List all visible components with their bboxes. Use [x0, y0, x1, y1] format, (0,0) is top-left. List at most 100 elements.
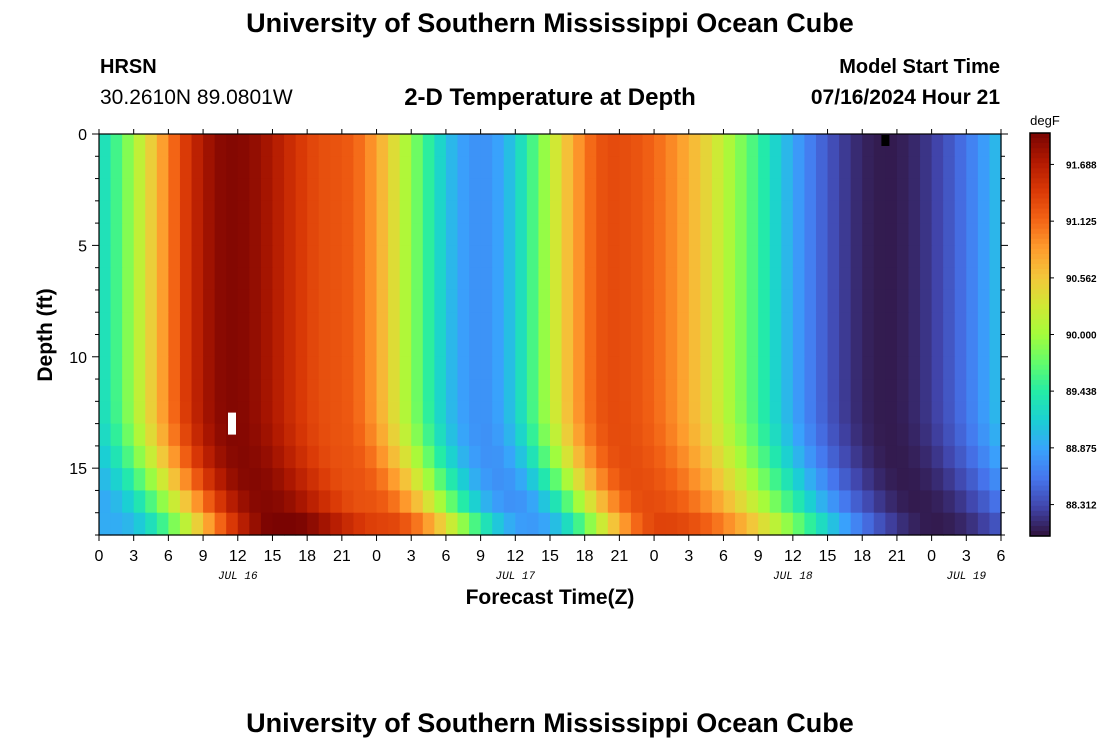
heatmap-cell: [480, 178, 493, 202]
heatmap-cell: [735, 334, 748, 358]
heatmap-cell: [711, 178, 725, 202]
heatmap-cell: [457, 178, 470, 202]
heatmap-cell: [110, 379, 123, 402]
heatmap-cell: [411, 468, 424, 492]
heatmap-cell: [156, 178, 169, 202]
heatmap-cell: [896, 289, 910, 313]
heatmap-cell: [272, 401, 285, 425]
heatmap-cell: [862, 334, 875, 358]
heatmap-cell: [654, 178, 667, 202]
heatmap-cell: [619, 468, 632, 492]
heatmap-cell: [515, 267, 528, 291]
heatmap-cell: [665, 445, 678, 469]
heatmap-cell: [700, 423, 713, 447]
heatmap-cell: [237, 334, 250, 358]
colorbar-swatch: [1030, 238, 1050, 245]
heatmap-cell: [920, 200, 933, 224]
heatmap-cell: [341, 223, 355, 246]
heatmap-cell: [688, 267, 701, 291]
colorbar-swatch: [1030, 520, 1050, 527]
heatmap-cell: [596, 178, 609, 202]
heatmap-cell: [445, 445, 459, 469]
heatmap-cell: [284, 468, 297, 492]
heatmap-cell: [954, 445, 967, 469]
heatmap-cell: [237, 156, 250, 180]
x-tick-label: 15: [819, 548, 837, 565]
heatmap-cell: [584, 356, 597, 380]
heatmap-cell: [584, 178, 597, 202]
heatmap-cell: [769, 468, 782, 492]
heatmap-cell: [550, 289, 563, 313]
heatmap-cell: [966, 490, 979, 514]
heatmap-cell: [735, 423, 748, 447]
heatmap-cell: [920, 178, 933, 202]
heatmap-cell: [272, 245, 285, 269]
heatmap-cell: [179, 178, 193, 202]
heatmap-cell: [480, 379, 493, 402]
heatmap-cell: [989, 267, 1002, 291]
heatmap-cell: [376, 267, 389, 291]
heatmap-cell: [457, 401, 470, 425]
heatmap-cell: [839, 178, 852, 202]
heatmap-cell: [758, 401, 771, 425]
heatmap-cell: [318, 334, 331, 358]
heatmap-cell: [249, 334, 262, 358]
heatmap-cell: [943, 490, 956, 514]
heatmap-cell: [260, 223, 274, 246]
heatmap-cell: [364, 245, 378, 269]
heatmap-cell: [735, 200, 748, 224]
heatmap-cell: [492, 245, 505, 269]
colorbar-swatch: [1030, 294, 1050, 300]
heatmap-cell: [688, 401, 701, 425]
heatmap-cell: [873, 312, 886, 336]
heatmap-cell: [584, 423, 597, 447]
heatmap-cell: [885, 289, 898, 313]
heatmap-cell: [203, 267, 216, 291]
heatmap-cell: [168, 490, 181, 514]
heatmap-cell: [214, 445, 227, 469]
heatmap-cell: [931, 468, 944, 492]
heatmap-cell: [237, 245, 250, 269]
heatmap-cell: [284, 423, 297, 447]
heatmap-cell: [746, 512, 759, 536]
heatmap-cell: [966, 445, 979, 469]
heatmap-cell: [792, 490, 806, 514]
heatmap-cell: [469, 223, 482, 246]
heatmap-cell: [873, 490, 886, 514]
heatmap-cell: [804, 512, 817, 536]
heatmap-cell: [977, 156, 991, 180]
heatmap-cell: [584, 289, 597, 313]
heatmap-cell: [723, 512, 736, 536]
heatmap-cell: [422, 490, 435, 514]
heatmap-cell: [619, 401, 632, 425]
heatmap-cell: [723, 423, 736, 447]
heatmap-cell: [966, 267, 979, 291]
heatmap-cell: [341, 356, 355, 380]
heatmap-cell: [885, 490, 898, 514]
heatmap-cell: [630, 334, 644, 358]
heatmap-cell: [330, 289, 343, 313]
heatmap-cell: [873, 267, 886, 291]
heatmap-cell: [966, 178, 979, 202]
heatmap-cell: [943, 245, 956, 269]
heatmap-cell: [550, 490, 563, 514]
heatmap-cell: [353, 312, 366, 336]
colorbar-swatch: [1030, 163, 1050, 169]
heatmap-cell: [526, 156, 540, 180]
heatmap-cell: [804, 223, 817, 246]
heatmap-cell: [133, 245, 146, 269]
heatmap-cell: [260, 156, 274, 180]
heatmap-cell: [827, 401, 840, 425]
heatmap-cell: [515, 401, 528, 425]
heatmap-cell: [122, 312, 135, 336]
heatmap-cell: [781, 356, 794, 380]
heatmap-cell: [619, 289, 632, 313]
heatmap-cell: [839, 289, 852, 313]
heatmap-cell: [307, 289, 320, 313]
heatmap-cell: [260, 468, 274, 492]
heatmap-cell: [237, 445, 250, 469]
heatmap-cell: [503, 490, 516, 514]
heatmap-cell: [99, 134, 112, 157]
heatmap-cell: [99, 490, 112, 514]
heatmap-cell: [723, 312, 736, 336]
